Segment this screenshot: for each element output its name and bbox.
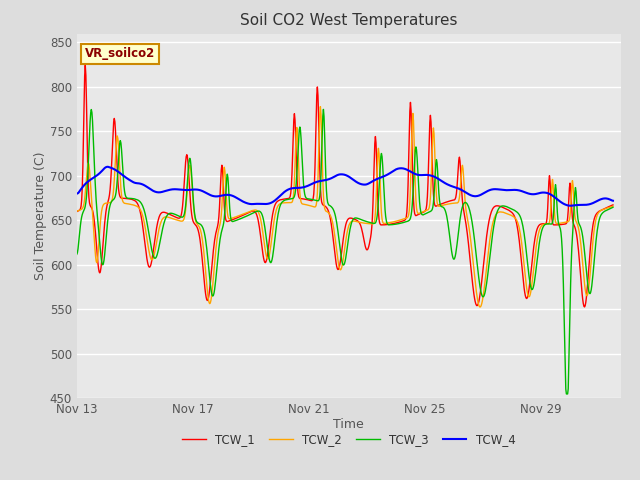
- TCW_4: [123, 175, 131, 181]
- TCW_3: [312, 198, 320, 204]
- Y-axis label: Soil Temperature (C): Soil Temperature (C): [34, 152, 47, 280]
- TCW_1: [313, 93, 321, 98]
- TCW_1: [381, 222, 389, 228]
- TCW_1: [341, 224, 349, 230]
- TCW_2: [122, 201, 130, 206]
- TCW_2: [73, 208, 81, 214]
- TCW_1: [580, 304, 588, 310]
- TCW_2: [435, 204, 443, 209]
- TCW_3: [319, 107, 327, 112]
- TCW_1: [73, 209, 81, 215]
- TCW_2: [317, 104, 324, 109]
- Line: TCW_3: TCW_3: [77, 109, 613, 394]
- X-axis label: Time: Time: [333, 418, 364, 431]
- Title: Soil CO2 West Temperatures: Soil CO2 West Temperatures: [240, 13, 458, 28]
- TCW_2: [476, 304, 484, 310]
- TCW_4: [567, 203, 575, 209]
- TCW_2: [381, 220, 389, 226]
- TCW_3: [349, 216, 357, 222]
- Line: TCW_4: TCW_4: [77, 167, 613, 206]
- TCW_2: [341, 242, 349, 248]
- TCW_3: [341, 258, 349, 264]
- TCW_3: [435, 190, 443, 196]
- TCW_1: [123, 196, 131, 202]
- TCW_2: [312, 202, 320, 208]
- TCW_2: [349, 218, 357, 224]
- TCW_1: [609, 202, 617, 208]
- Legend: TCW_1, TCW_2, TCW_3, TCW_4: TCW_1, TCW_2, TCW_3, TCW_4: [177, 429, 520, 451]
- TCW_2: [609, 204, 617, 209]
- TCW_4: [381, 173, 389, 179]
- Text: VR_soilco2: VR_soilco2: [85, 48, 156, 60]
- TCW_4: [609, 198, 617, 204]
- TCW_4: [341, 172, 349, 178]
- TCW_4: [435, 176, 443, 182]
- TCW_4: [73, 191, 81, 196]
- TCW_3: [122, 194, 130, 200]
- TCW_4: [349, 177, 357, 182]
- TCW_1: [435, 202, 443, 208]
- TCW_1: [349, 216, 357, 221]
- TCW_3: [381, 207, 389, 213]
- Line: TCW_1: TCW_1: [77, 65, 613, 307]
- TCW_4: [104, 164, 111, 169]
- Line: TCW_2: TCW_2: [77, 107, 613, 307]
- TCW_4: [313, 179, 321, 185]
- TCW_3: [609, 204, 617, 210]
- TCW_3: [73, 252, 81, 257]
- TCW_1: [81, 62, 89, 68]
- TCW_3: [563, 391, 570, 397]
